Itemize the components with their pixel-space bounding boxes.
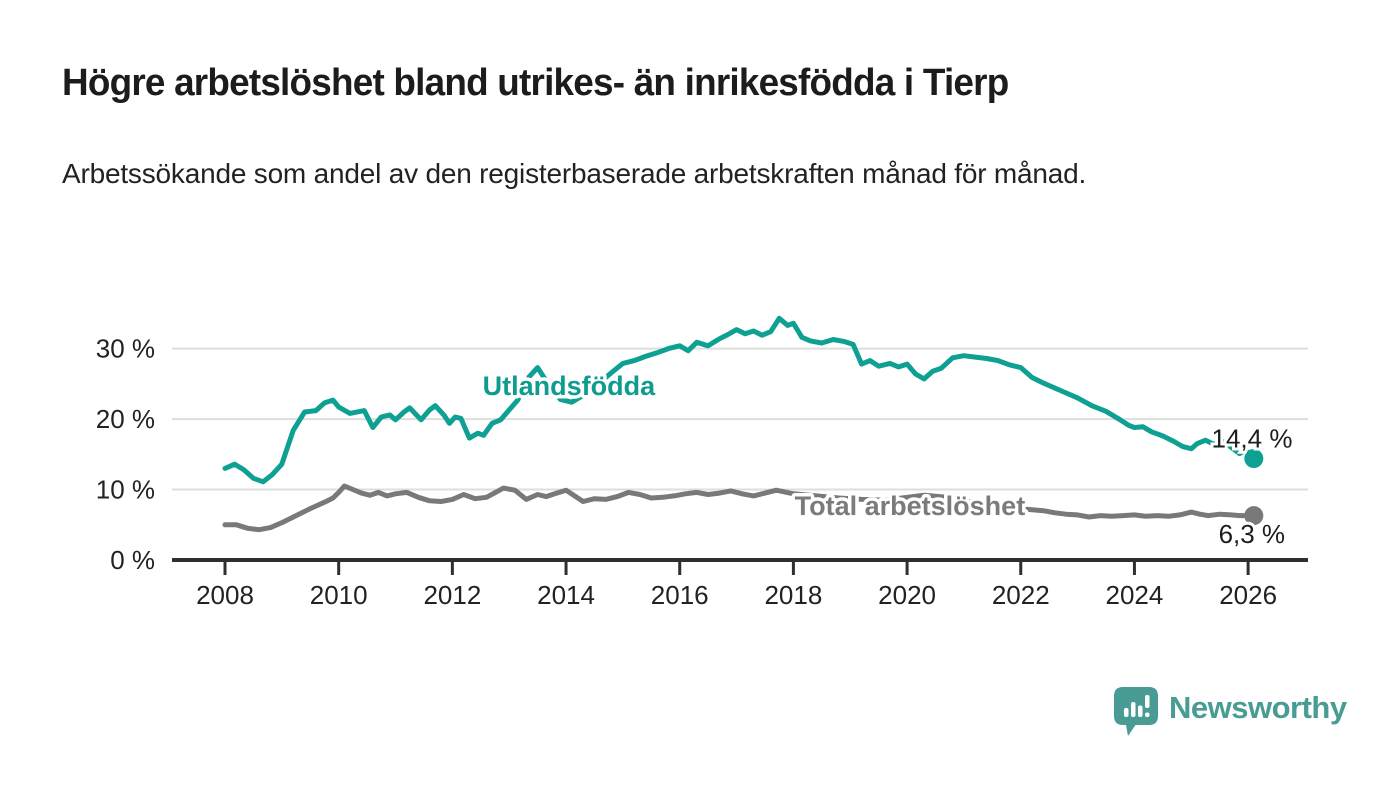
series-label-1: Total arbetslöshet	[795, 491, 1026, 521]
x-axis-label-2018: 2018	[764, 580, 822, 610]
x-axis-label-2008: 2008	[196, 580, 254, 610]
series-line-total	[222, 483, 1257, 533]
x-axis-label-2020: 2020	[878, 580, 936, 610]
logo-bar-2	[1131, 702, 1136, 717]
speech-bubble-shape	[1114, 687, 1158, 736]
series-end-dot-utlandsfodda	[1244, 449, 1264, 469]
x-axis-label-2022: 2022	[992, 580, 1050, 610]
x-axis-label-2026: 2026	[1219, 580, 1277, 610]
series-end-dot-total	[1244, 506, 1264, 526]
newsworthy-logo-text: Newsworthy	[1169, 689, 1347, 725]
end-value-label-0: 14,4 %	[1212, 423, 1293, 453]
logo-exclamation-dot	[1145, 712, 1150, 717]
series-label-0: Utlandsfödda	[483, 371, 656, 401]
newsworthy-logo: Newsworthy	[1113, 686, 1347, 738]
x-axis-label-2010: 2010	[310, 580, 368, 610]
x-axis-label-2014: 2014	[537, 580, 595, 610]
bar-chart-speech-bubble-icon	[1114, 687, 1158, 736]
x-axis-label-2024: 2024	[1106, 580, 1164, 610]
y-axis-label-10: 10 %	[96, 475, 155, 505]
x-axis-label-2012: 2012	[423, 580, 481, 610]
logo-bar-1	[1124, 708, 1129, 717]
chart-subtitle: Arbetssökande som andel av den registerb…	[62, 158, 1087, 189]
y-axis-label-0: 0 %	[110, 545, 155, 575]
series-line-utlandsfodda	[222, 315, 1257, 485]
y-axis-label-20: 20 %	[96, 404, 155, 434]
end-value-label-1: 6,3 %	[1219, 519, 1286, 549]
y-axis-label-30: 30 %	[96, 334, 155, 364]
logo-bar-3	[1138, 705, 1143, 717]
x-axis-label-2016: 2016	[651, 580, 709, 610]
logo-exclamation-bar	[1145, 695, 1150, 708]
chart-title: Högre arbetslöshet bland utrikes- än inr…	[62, 62, 1009, 104]
